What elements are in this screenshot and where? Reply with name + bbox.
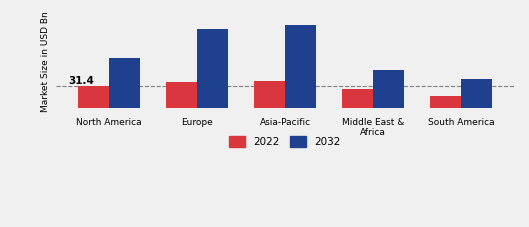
- Bar: [373, 70, 404, 108]
- Bar: [430, 96, 461, 108]
- Bar: [78, 86, 109, 108]
- Text: 31.4: 31.4: [68, 76, 94, 86]
- Bar: [197, 29, 228, 108]
- Bar: [285, 25, 316, 108]
- Legend: 2022, 2032: 2022, 2032: [225, 132, 345, 151]
- Bar: [254, 81, 285, 108]
- Bar: [109, 59, 140, 108]
- Y-axis label: Market Size in USD Bn: Market Size in USD Bn: [41, 11, 50, 112]
- Bar: [461, 79, 492, 108]
- Bar: [342, 89, 373, 108]
- Bar: [166, 82, 197, 108]
